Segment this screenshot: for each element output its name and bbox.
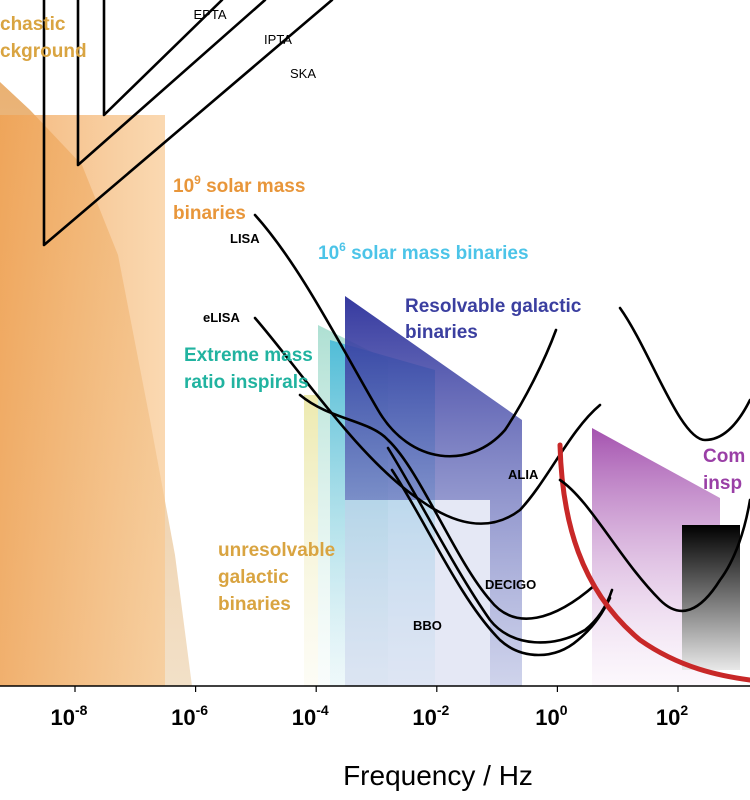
detector-label-bbo: BBO [413,618,442,633]
ground-source-gray-box [682,525,740,670]
detector-label-alia: ALIA [508,467,539,482]
supermassive-binaries-region [0,115,165,686]
x-tick-label: 10-4 [292,702,329,730]
source-label-galactic-resolvable-line2: binaries [405,322,478,343]
ground-detector-curve [557,442,750,683]
source-label-unresolvable-line2: galactic [218,567,289,588]
source-label-compact: Com [703,446,745,467]
epta-curve [102,0,224,117]
ground-detector-black-curve [558,478,750,613]
source-label-unresolvable: unresolvable [218,540,335,561]
lisa-curve [253,213,558,458]
detector-label-epta: EPTA [194,7,227,22]
elisa-curve [253,316,602,525]
x-tick-label: 10-2 [412,702,449,730]
x-tick-label: 102 [656,702,688,730]
x-tick-label: 10-6 [171,702,208,730]
detector-label-elisa: eLISA [203,310,240,325]
source-label-unresolvable-line3: binaries [218,594,291,615]
alia-curve [298,393,597,620]
source-label-smbh: 109 solar mass [173,173,305,197]
detector-label-decigo: DECIGO [485,577,536,592]
resolvable-galactic-binaries-region [345,296,522,686]
source-label-stochastic-line2: ckground [0,41,87,62]
source-label-emri-line2: ratio inspirals [184,372,309,393]
ipta-curve [76,0,267,167]
source-label-mbh: 106 solar mass binaries [318,240,529,264]
x-tick-label: 100 [535,702,567,730]
upper-ground-curve [618,306,750,442]
x-tick-label: 10-8 [51,702,88,730]
detector-label-ska: SKA [290,66,316,81]
source-label-stochastic: chastic [0,14,66,35]
source-label-galactic-resolvable: Resolvable galactic [405,296,582,317]
unresolvable-galactic-binaries-region [304,395,318,686]
x-tick-labels: 10-8 10-6 10-4 10-2 100 102 [51,686,688,730]
source-label-emri: Extreme mass [184,345,313,366]
detector-label-ipta: IPTA [264,32,292,47]
source-label-smbh-line2: binaries [173,203,246,224]
source-label-compact-line2: insp [703,473,742,494]
resolvable-galactic-binaries-lower [345,500,490,686]
ska-curve [42,0,334,247]
x-axis-label: Frequency / Hz [343,760,533,791]
bbo-curve [390,468,612,657]
detector-label-lisa: LISA [230,231,260,246]
